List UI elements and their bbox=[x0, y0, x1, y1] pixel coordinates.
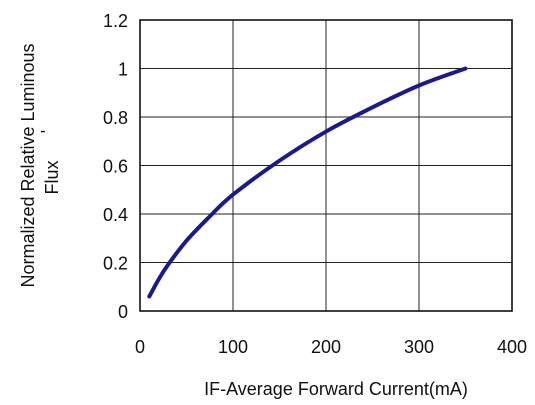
x-tick-label: 400 bbox=[497, 337, 527, 357]
x-tick-label: 200 bbox=[311, 337, 341, 357]
y-tick-label: 0.2 bbox=[103, 254, 128, 274]
tick-labels: 0 100 200 300 400 0 0.2 0.4 0.6 0.8 1 1.2 bbox=[103, 11, 527, 357]
x-tick-label: 0 bbox=[135, 337, 145, 357]
y-tick-label: 0.8 bbox=[103, 108, 128, 128]
plot-frame bbox=[139, 19, 513, 312]
y-tick-label: 1.2 bbox=[103, 11, 128, 31]
grid-lines bbox=[139, 19, 513, 312]
series-layer bbox=[147, 66, 468, 299]
y-tick-label: 0.6 bbox=[103, 157, 128, 177]
y-tick-label: 1 bbox=[118, 60, 128, 80]
y-axis-title: Normalized Relative Luminous Flux ' bbox=[18, 43, 62, 287]
x-axis-title: IF-Average Forward Current(mA) bbox=[204, 379, 468, 399]
y-axis-title-line-2: Flux bbox=[42, 160, 62, 194]
y-tick-label: 0 bbox=[118, 302, 128, 322]
x-tick-label: 300 bbox=[404, 337, 434, 357]
y-tick-label: 0.4 bbox=[103, 205, 128, 225]
y-axis-title-mark: ' bbox=[38, 130, 58, 133]
x-tick-label: 100 bbox=[218, 337, 248, 357]
series-line-0 bbox=[147, 66, 468, 299]
y-axis-title-line-1: Normalized Relative Luminous bbox=[18, 43, 38, 287]
